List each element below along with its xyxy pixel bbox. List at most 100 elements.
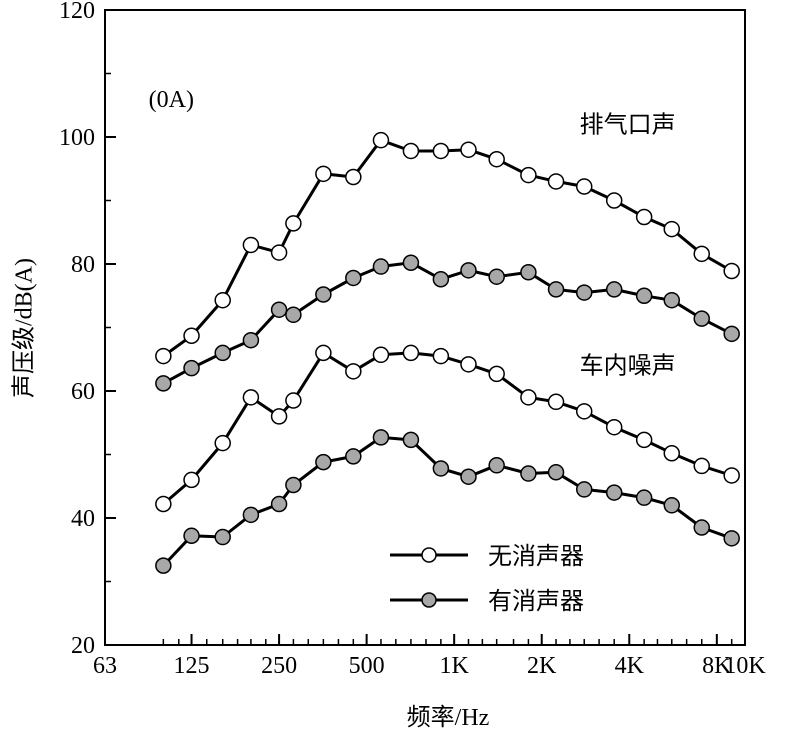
data-point: [155, 347, 172, 365]
data-point: [547, 393, 565, 411]
data-point: [605, 281, 623, 298]
x-tick-label: 500: [349, 653, 385, 679]
data-point: [693, 457, 710, 475]
data-point: [723, 262, 740, 280]
data-point: [520, 166, 537, 184]
data-point: [723, 530, 740, 547]
data-point: [155, 557, 172, 574]
legend-marker-open: [421, 547, 437, 563]
data-point: [183, 527, 200, 545]
data-point: [285, 306, 302, 324]
data-point: [432, 347, 450, 365]
data-point: [183, 327, 200, 345]
data-point: [242, 331, 260, 349]
y-tick-label: 60: [71, 379, 95, 405]
data-point: [372, 429, 390, 446]
data-point: [315, 286, 332, 303]
x-tick-label: 1K: [440, 653, 470, 679]
data-point: [663, 220, 681, 238]
x-tick-label: 125: [174, 653, 210, 679]
data-point: [155, 495, 172, 513]
data-point: [214, 528, 231, 546]
data-point: [372, 131, 390, 149]
data-point: [270, 408, 288, 425]
data-point: [723, 467, 740, 484]
data-point: [547, 173, 565, 190]
y-axis-label: 声压级/dB(A): [11, 258, 38, 398]
y-tick-label: 20: [71, 633, 95, 659]
data-point: [345, 363, 362, 380]
data-point: [635, 489, 653, 506]
data-point: [635, 208, 653, 226]
annotation-1: 排气口声: [580, 111, 676, 138]
data-point: [635, 287, 653, 304]
data-point: [635, 431, 653, 449]
data-point: [605, 192, 623, 209]
legend-label-filled: 有消声器: [488, 588, 584, 615]
data-point: [575, 403, 593, 420]
data-point: [242, 506, 260, 524]
data-point: [242, 389, 260, 406]
data-point: [605, 418, 623, 436]
data-point: [285, 476, 302, 494]
legend: 无消声器 有消声器: [390, 543, 584, 615]
data-point: [402, 431, 420, 449]
x-tick-label: 2K: [527, 653, 557, 679]
data-point: [575, 178, 593, 195]
data-point: [488, 150, 505, 168]
x-axis-label: 频率/Hz: [407, 704, 490, 731]
y-tick-label: 120: [59, 0, 95, 24]
data-point: [460, 468, 477, 485]
y-tick-label: 40: [71, 506, 95, 532]
data-point: [372, 346, 390, 364]
data-point: [547, 464, 565, 481]
data-point: [605, 484, 623, 501]
data-point: [663, 291, 681, 309]
plot-frame: [104, 9, 746, 646]
data-point: [315, 453, 332, 471]
x-tick-label: 10K: [724, 653, 766, 679]
data-point: [214, 344, 231, 362]
data-point: [488, 268, 505, 285]
data-point: [723, 325, 740, 343]
data-point: [214, 291, 231, 309]
data-point: [345, 168, 362, 186]
data-point: [663, 497, 681, 514]
data-point: [402, 142, 420, 160]
x-tick-label: 250: [261, 653, 297, 679]
legend-label-open: 无消声器: [488, 543, 584, 570]
data-point: [285, 392, 302, 409]
data-point: [372, 258, 390, 275]
data-point: [432, 270, 450, 288]
data-point: [270, 301, 288, 318]
data-point: [402, 344, 420, 362]
data-point: [155, 375, 172, 392]
data-point: [402, 254, 420, 271]
data-point: [183, 471, 200, 489]
data-point: [315, 344, 332, 362]
x-tick-label: 63: [93, 653, 117, 679]
data-point: [460, 141, 477, 158]
x-tick-label: 4K: [615, 653, 645, 679]
data-point: [315, 165, 332, 183]
data-point: [520, 389, 537, 406]
data-point: [488, 365, 505, 383]
data-point: [432, 142, 450, 160]
data-point: [270, 495, 288, 513]
data-point: [693, 310, 710, 327]
x-tick-label: 8K: [702, 653, 732, 679]
data-point: [285, 215, 302, 232]
data-point: [488, 457, 505, 474]
y-tick-label: 100: [59, 125, 95, 151]
y-tick-label: 80: [71, 252, 95, 278]
legend-marker-filled: [421, 592, 437, 608]
data-point: [460, 262, 477, 279]
data-point: [575, 481, 593, 498]
data-point: [345, 448, 362, 465]
data-point: [432, 460, 450, 477]
data-point: [242, 236, 260, 254]
annotation-0: (0A): [149, 87, 194, 113]
data-point: [214, 434, 231, 452]
data-point: [663, 444, 681, 462]
